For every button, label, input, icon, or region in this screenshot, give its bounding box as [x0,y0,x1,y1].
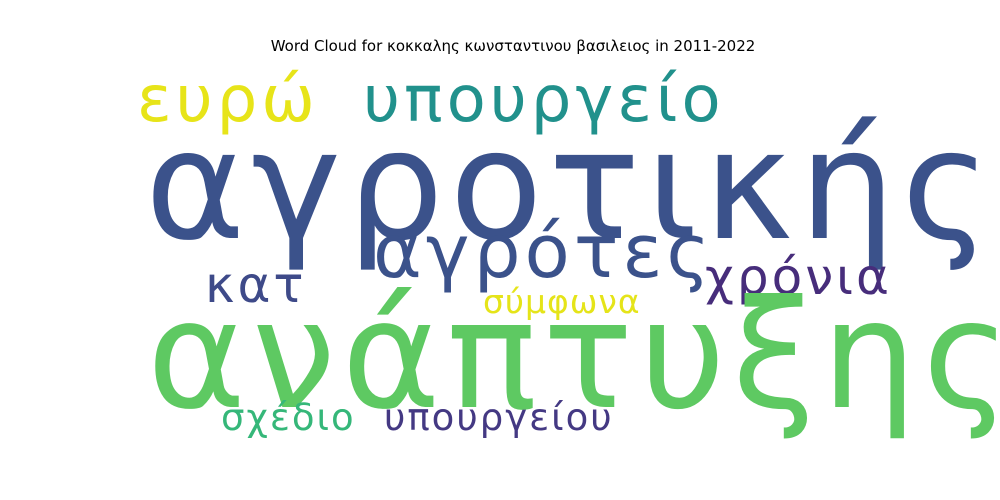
word-symfona: σύμφωνα [483,282,641,321]
word-ypourgeiou: υπουργείου [384,396,614,439]
chart-title: Word Cloud for κοκκαλης κωνσταντινου βασ… [270,37,756,55]
word-agrotes: αγρότες [373,209,714,295]
word-chronia: χρόνια [705,248,893,306]
word-ypourgeio: υπουργείο [363,63,725,137]
word-anaptyxis: ανάπτυξης [147,269,1000,443]
word-evro: ευρώ [137,63,319,137]
word-kat: κατ [205,256,307,314]
word-schedio: σχέδιο [221,396,356,439]
word-agrotikis: αγροτικής [145,97,997,274]
word-cloud: ευρώ υπουργείο αγροτικής αγρότες κατ χρό… [137,63,1000,444]
